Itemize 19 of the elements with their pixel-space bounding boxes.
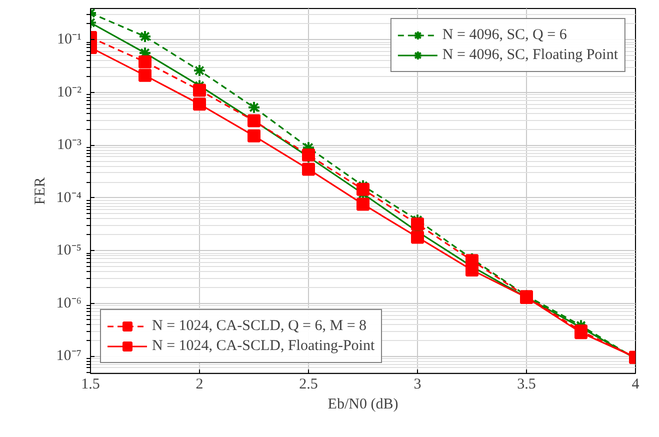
legend-label: N = 4096, SC, Q = 6 <box>442 26 567 44</box>
x-tick-label: 1.5 <box>81 376 100 392</box>
y-tick-label: 10⁻⁵ <box>56 242 82 259</box>
legend-label: N = 4096, SC, Floating Point <box>442 46 618 64</box>
x-tick-label: 4 <box>632 376 640 392</box>
y-tick-label: 10⁻² <box>57 84 82 100</box>
y-tick-label: 10⁻⁴ <box>56 190 82 206</box>
legend-label: N = 1024, CA-SCLD, Floating-Point <box>152 337 375 355</box>
y-tick-label: 10⁻¹ <box>57 32 82 48</box>
x-tick-label: 3 <box>414 376 422 392</box>
y-tick-label: 10⁻⁶ <box>56 295 82 312</box>
y-axis-title: FER <box>32 177 48 205</box>
x-axis-title: Eb/N0 (dB) <box>328 396 398 412</box>
y-tick-label: 10⁻³ <box>57 137 82 154</box>
x-tick-label: 2.5 <box>299 376 318 392</box>
x-tick-label: 3.5 <box>517 376 536 392</box>
y-tick-label: 10⁻⁷ <box>56 348 82 364</box>
legend-label: N = 1024, CA-SCLD, Q = 6, M = 8 <box>152 317 367 335</box>
x-tick-label: 2 <box>196 376 204 392</box>
